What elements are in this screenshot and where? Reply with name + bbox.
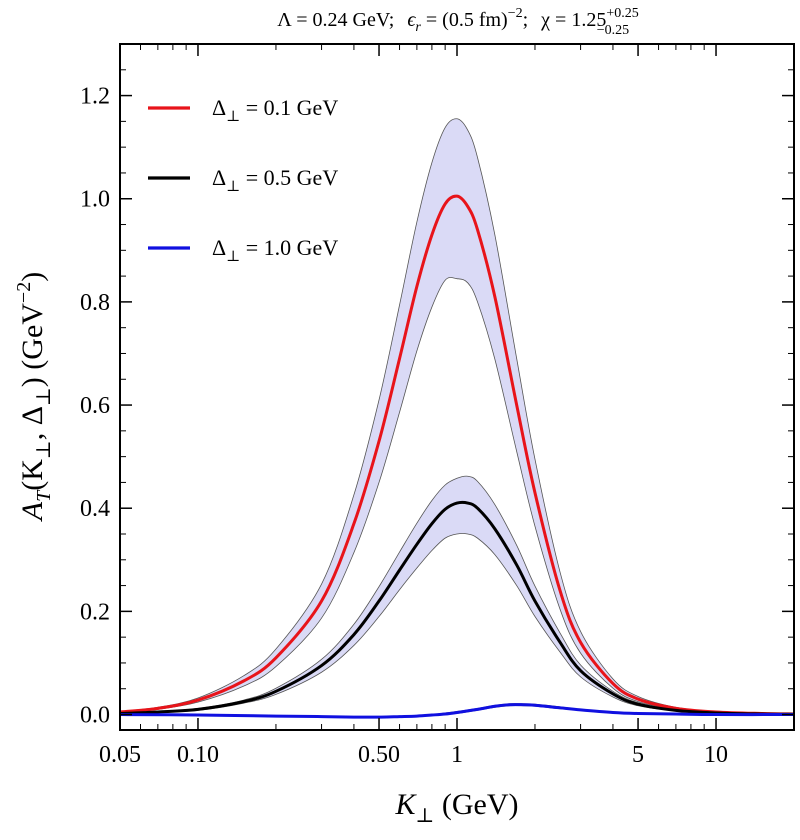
line-series-1.0-gev [119, 703, 795, 719]
plot-frame [119, 43, 795, 731]
y-tick-label: 0.8 [80, 290, 110, 316]
x-tick-label: 0.05 [99, 742, 141, 768]
chart-title: Λ = 0.24 GeV; ϵr = (0.5 fm)−2; χ = 1.25+… [277, 6, 638, 38]
band-series-0.1-gev [120, 118, 794, 715]
ylabel-mid: , Δ [16, 406, 49, 440]
band-lower-series-0.1-gev [119, 277, 795, 715]
ylabel-close: ) [16, 272, 49, 282]
y-tick-label: 0.2 [80, 599, 110, 625]
y-tick-label: 1.0 [80, 187, 110, 213]
y-tick-label: 0.0 [80, 703, 110, 729]
ylabel-a-sub: T [33, 489, 55, 502]
x-tick-label: 10 [704, 742, 728, 768]
title-epsilon: ϵ [407, 9, 416, 31]
band-lower-series-0.5-gev [119, 533, 795, 715]
legend-label-0.5: Δ⊥ = 0.5 GeV [212, 165, 338, 195]
x-tick-label: 0.50 [358, 742, 400, 768]
legend-delta-sub: ⊥ [226, 109, 240, 125]
ylabel-end: ) (GeV [16, 303, 49, 387]
ylabel-paren: (K [16, 459, 49, 491]
legend-rest: = 0.1 GeV [240, 95, 338, 120]
y-tick-label: 0.6 [80, 393, 110, 419]
legend-label-1.0: Δ⊥ = 1.0 GeV [212, 235, 338, 265]
xlabel-rest: (GeV) [434, 788, 518, 821]
ylabel-d-sub: ⊥ [33, 387, 55, 406]
ylabel-sup: −2 [13, 282, 35, 303]
legend-delta: Δ [212, 95, 226, 120]
legend-rest: = 1.0 GeV [240, 235, 338, 260]
title-lambda: Λ = 0.24 GeV; [277, 9, 394, 31]
title-chi-sub: −0.25 [597, 23, 629, 38]
legend-delta: Δ [212, 165, 226, 190]
axis-tick-labels: 0.0 0.2 0.4 0.6 0.8 1.0 1.2 0.05 0.10 0.50 1 5 10 [80, 84, 728, 768]
line-series-0.5-gev [119, 500, 795, 716]
title-epsilon-sup: −2 [508, 6, 523, 21]
title-chi-sup: +0.25 [606, 6, 638, 21]
y-tick-label: 1.2 [80, 84, 110, 110]
x-tick-label: 1 [451, 742, 463, 768]
title-epsilon-rest: = (0.5 fm) [421, 9, 508, 31]
title-semicolon: ; [523, 9, 529, 31]
title-chi: χ = 1.25 [540, 9, 606, 31]
line-series-0.1-gev [119, 194, 795, 716]
legend-delta: Δ [212, 235, 226, 260]
y-axis-label: AT(K⊥, Δ⊥) (GeV−2) [13, 272, 55, 522]
xlabel-k: K [395, 788, 418, 821]
x-tick-label: 5 [632, 742, 644, 768]
legend-label-0.1: Δ⊥ = 0.1 GeV [212, 95, 338, 125]
series-lines [119, 194, 795, 719]
band-series-0.5-gev [120, 476, 794, 715]
x-axis-label: K⊥ (GeV) [395, 788, 519, 827]
ylabel-a: A [16, 501, 49, 522]
y-tick-label: 0.4 [80, 496, 110, 522]
legend: Δ⊥ = 0.1 GeV Δ⊥ = 0.5 GeV Δ⊥ = 1.0 GeV [148, 95, 338, 265]
uncertainty-bands [119, 118, 795, 719]
band-upper-series-0.1-gev [119, 118, 795, 714]
title-epsilon-sub: r [415, 20, 421, 35]
legend-delta-sub: ⊥ [226, 179, 240, 195]
band-upper-series-0.5-gev [119, 475, 795, 715]
ylabel-k-sub: ⊥ [33, 440, 55, 459]
legend-delta-sub: ⊥ [226, 249, 240, 265]
x-tick-label: 0.10 [177, 742, 219, 768]
legend-rest: = 0.5 GeV [240, 165, 338, 190]
xlabel-k-sub: ⊥ [416, 805, 435, 827]
